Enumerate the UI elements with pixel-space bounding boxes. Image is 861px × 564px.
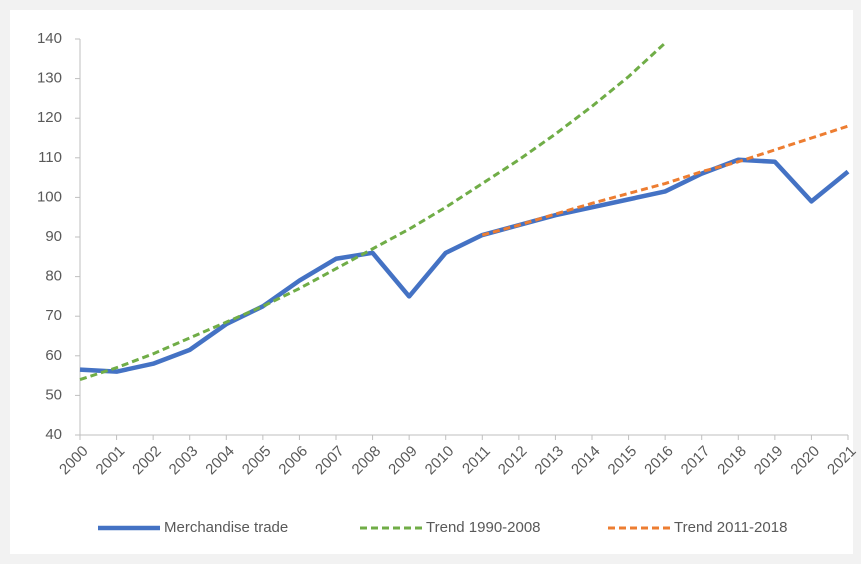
y-tick-label: 60 [45,347,62,364]
panel [10,10,853,554]
series-line [481,124,849,237]
y-tick-label: 140 [37,30,62,47]
y-tick-label: 70 [45,307,62,324]
legend-label: Trend 2011-2018 [674,519,787,536]
series-line [79,41,667,381]
legend-label: Trend 1990-2008 [426,519,541,536]
y-tick-label: 90 [45,228,62,245]
y-tick-label: 50 [45,386,62,403]
y-tick-label: 130 [37,70,62,87]
y-tick-label: 100 [37,188,62,205]
y-tick-label: 80 [45,268,62,285]
y-tick-label: 120 [37,109,62,126]
legend-label: Merchandise trade [164,519,288,536]
y-tick-label: 110 [38,149,62,166]
y-tick-label: 40 [45,426,62,443]
